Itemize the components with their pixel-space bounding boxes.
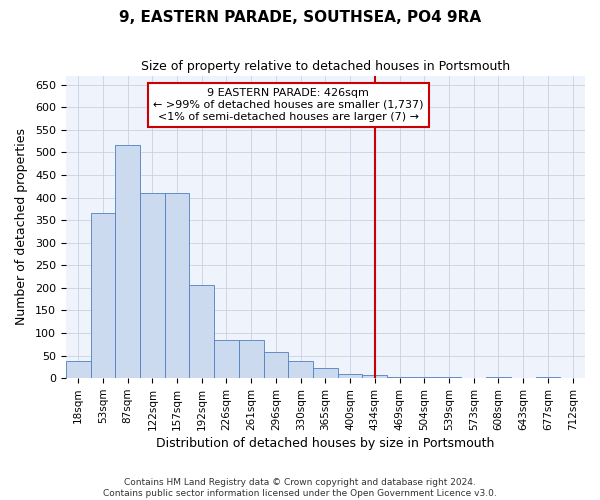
- Title: Size of property relative to detached houses in Portsmouth: Size of property relative to detached ho…: [141, 60, 510, 73]
- Bar: [164, 192, 190, 378]
- Bar: [362, 374, 387, 378]
- Bar: [263, 352, 289, 378]
- Bar: [190, 284, 214, 378]
- Bar: [140, 192, 164, 378]
- Text: 9 EASTERN PARADE: 426sqm
← >99% of detached houses are smaller (1,737)
<1% of se: 9 EASTERN PARADE: 426sqm ← >99% of detac…: [153, 88, 424, 122]
- Bar: [66, 362, 91, 378]
- Bar: [214, 340, 239, 378]
- X-axis label: Distribution of detached houses by size in Portsmouth: Distribution of detached houses by size …: [156, 437, 494, 450]
- Text: 9, EASTERN PARADE, SOUTHSEA, PO4 9RA: 9, EASTERN PARADE, SOUTHSEA, PO4 9RA: [119, 10, 481, 25]
- Bar: [313, 368, 338, 378]
- Y-axis label: Number of detached properties: Number of detached properties: [15, 128, 28, 326]
- Bar: [91, 213, 115, 378]
- Bar: [239, 340, 263, 378]
- Text: Contains HM Land Registry data © Crown copyright and database right 2024.
Contai: Contains HM Land Registry data © Crown c…: [103, 478, 497, 498]
- Bar: [289, 362, 313, 378]
- Bar: [338, 374, 362, 378]
- Bar: [115, 145, 140, 378]
